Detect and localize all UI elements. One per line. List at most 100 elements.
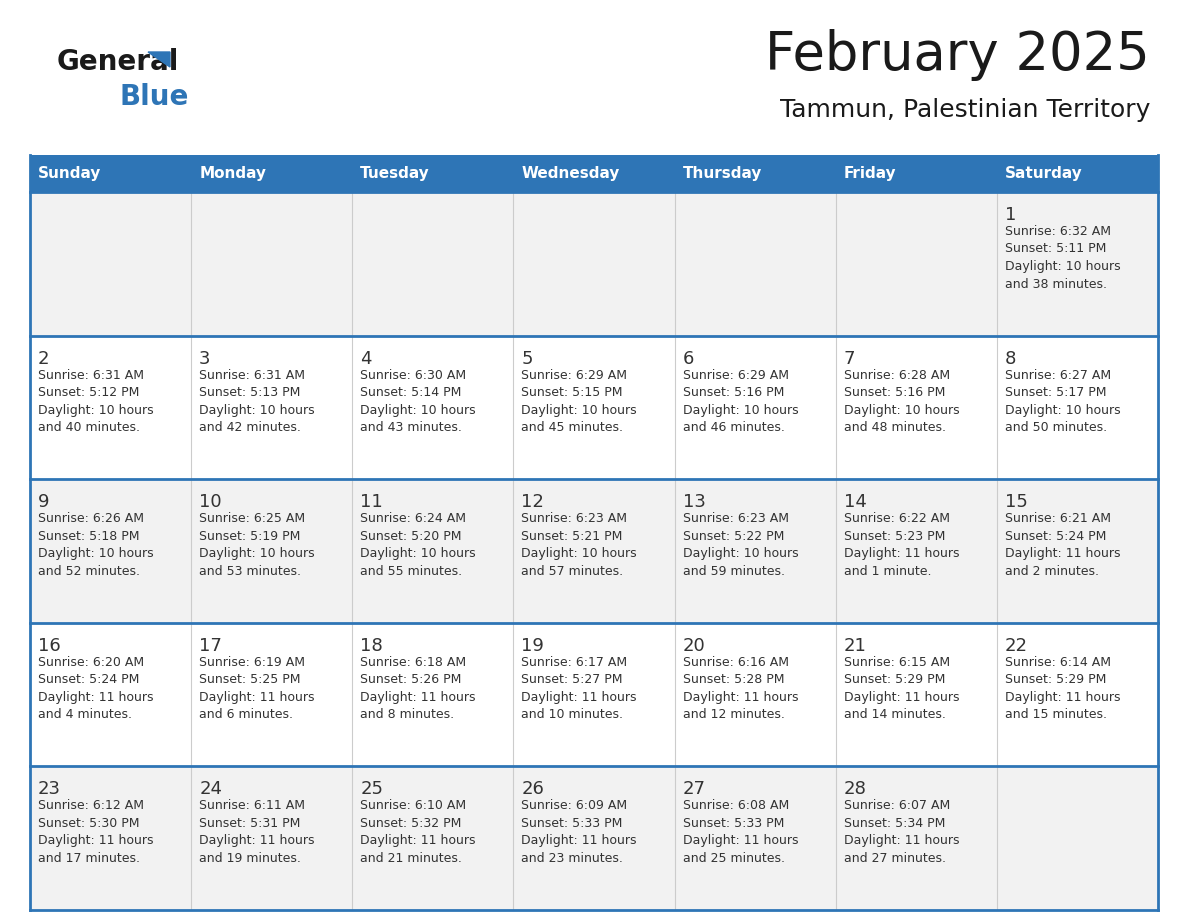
Text: Saturday: Saturday bbox=[1005, 166, 1082, 181]
Text: Daylight: 10 hours: Daylight: 10 hours bbox=[360, 547, 476, 560]
Text: Sunrise: 6:23 AM: Sunrise: 6:23 AM bbox=[522, 512, 627, 525]
Bar bbox=[30, 622, 1158, 767]
Text: Sunrise: 6:27 AM: Sunrise: 6:27 AM bbox=[1005, 369, 1111, 382]
Text: and 19 minutes.: and 19 minutes. bbox=[200, 852, 301, 865]
Text: 7: 7 bbox=[843, 350, 855, 367]
Text: Sunrise: 6:29 AM: Sunrise: 6:29 AM bbox=[522, 369, 627, 382]
Text: 21: 21 bbox=[843, 637, 866, 655]
Text: and 10 minutes.: and 10 minutes. bbox=[522, 709, 624, 722]
Text: Sunrise: 6:10 AM: Sunrise: 6:10 AM bbox=[360, 800, 467, 812]
Text: Sunrise: 6:31 AM: Sunrise: 6:31 AM bbox=[200, 369, 305, 382]
Text: and 12 minutes.: and 12 minutes. bbox=[683, 709, 784, 722]
Text: 5: 5 bbox=[522, 350, 533, 367]
Text: 27: 27 bbox=[683, 780, 706, 799]
Text: 26: 26 bbox=[522, 780, 544, 799]
Text: and 45 minutes.: and 45 minutes. bbox=[522, 421, 624, 434]
Text: Daylight: 11 hours: Daylight: 11 hours bbox=[38, 691, 153, 704]
Text: Sunset: 5:11 PM: Sunset: 5:11 PM bbox=[1005, 242, 1106, 255]
Text: Sunset: 5:23 PM: Sunset: 5:23 PM bbox=[843, 530, 946, 543]
Text: and 38 minutes.: and 38 minutes. bbox=[1005, 277, 1107, 290]
Text: Daylight: 11 hours: Daylight: 11 hours bbox=[843, 691, 959, 704]
Text: Daylight: 11 hours: Daylight: 11 hours bbox=[1005, 691, 1120, 704]
Text: Sunrise: 6:30 AM: Sunrise: 6:30 AM bbox=[360, 369, 467, 382]
Text: Daylight: 11 hours: Daylight: 11 hours bbox=[200, 691, 315, 704]
Text: Daylight: 10 hours: Daylight: 10 hours bbox=[200, 404, 315, 417]
Text: Sunset: 5:29 PM: Sunset: 5:29 PM bbox=[1005, 673, 1106, 687]
Text: Daylight: 11 hours: Daylight: 11 hours bbox=[843, 547, 959, 560]
Text: 18: 18 bbox=[360, 637, 383, 655]
Text: Sunset: 5:21 PM: Sunset: 5:21 PM bbox=[522, 530, 623, 543]
Text: 16: 16 bbox=[38, 637, 61, 655]
Text: Sunrise: 6:22 AM: Sunrise: 6:22 AM bbox=[843, 512, 949, 525]
Text: and 53 minutes.: and 53 minutes. bbox=[200, 565, 301, 577]
Text: Daylight: 10 hours: Daylight: 10 hours bbox=[683, 404, 798, 417]
Text: and 43 minutes.: and 43 minutes. bbox=[360, 421, 462, 434]
Text: Daylight: 11 hours: Daylight: 11 hours bbox=[1005, 547, 1120, 560]
Text: Sunset: 5:33 PM: Sunset: 5:33 PM bbox=[522, 817, 623, 830]
Text: Sunset: 5:24 PM: Sunset: 5:24 PM bbox=[38, 673, 139, 687]
Text: 19: 19 bbox=[522, 637, 544, 655]
Text: Sunrise: 6:08 AM: Sunrise: 6:08 AM bbox=[683, 800, 789, 812]
Text: and 25 minutes.: and 25 minutes. bbox=[683, 852, 784, 865]
Text: Sunrise: 6:18 AM: Sunrise: 6:18 AM bbox=[360, 655, 467, 669]
Text: 17: 17 bbox=[200, 637, 222, 655]
Text: 1: 1 bbox=[1005, 206, 1016, 224]
Text: Daylight: 10 hours: Daylight: 10 hours bbox=[1005, 404, 1120, 417]
Text: and 2 minutes.: and 2 minutes. bbox=[1005, 565, 1099, 577]
Text: Daylight: 11 hours: Daylight: 11 hours bbox=[200, 834, 315, 847]
Text: and 42 minutes.: and 42 minutes. bbox=[200, 421, 301, 434]
Bar bbox=[30, 155, 1158, 192]
Text: Monday: Monday bbox=[200, 166, 266, 181]
Text: Sunset: 5:25 PM: Sunset: 5:25 PM bbox=[200, 673, 301, 687]
Text: Wednesday: Wednesday bbox=[522, 166, 620, 181]
Text: Daylight: 11 hours: Daylight: 11 hours bbox=[360, 834, 475, 847]
Text: and 55 minutes.: and 55 minutes. bbox=[360, 565, 462, 577]
Text: Thursday: Thursday bbox=[683, 166, 762, 181]
Text: Daylight: 10 hours: Daylight: 10 hours bbox=[360, 404, 476, 417]
Text: and 57 minutes.: and 57 minutes. bbox=[522, 565, 624, 577]
Bar bbox=[30, 767, 1158, 910]
Text: 24: 24 bbox=[200, 780, 222, 799]
Text: and 59 minutes.: and 59 minutes. bbox=[683, 565, 784, 577]
Text: Sunset: 5:24 PM: Sunset: 5:24 PM bbox=[1005, 530, 1106, 543]
Text: Daylight: 10 hours: Daylight: 10 hours bbox=[38, 547, 153, 560]
Text: Sunrise: 6:32 AM: Sunrise: 6:32 AM bbox=[1005, 225, 1111, 238]
Text: Sunset: 5:17 PM: Sunset: 5:17 PM bbox=[1005, 386, 1106, 399]
Text: and 14 minutes.: and 14 minutes. bbox=[843, 709, 946, 722]
Text: 2: 2 bbox=[38, 350, 50, 367]
Text: Sunset: 5:31 PM: Sunset: 5:31 PM bbox=[200, 817, 301, 830]
Text: Sunset: 5:29 PM: Sunset: 5:29 PM bbox=[843, 673, 946, 687]
Text: 25: 25 bbox=[360, 780, 384, 799]
Text: 13: 13 bbox=[683, 493, 706, 511]
Text: Sunrise: 6:28 AM: Sunrise: 6:28 AM bbox=[843, 369, 950, 382]
Text: Sunset: 5:15 PM: Sunset: 5:15 PM bbox=[522, 386, 623, 399]
Text: Tuesday: Tuesday bbox=[360, 166, 430, 181]
Text: Sunrise: 6:07 AM: Sunrise: 6:07 AM bbox=[843, 800, 950, 812]
Text: and 4 minutes.: and 4 minutes. bbox=[38, 709, 132, 722]
Text: 11: 11 bbox=[360, 493, 383, 511]
Text: Daylight: 11 hours: Daylight: 11 hours bbox=[683, 834, 798, 847]
Text: February 2025: February 2025 bbox=[765, 29, 1150, 81]
Text: 6: 6 bbox=[683, 350, 694, 367]
Text: Sunrise: 6:20 AM: Sunrise: 6:20 AM bbox=[38, 655, 144, 669]
Text: Sunset: 5:32 PM: Sunset: 5:32 PM bbox=[360, 817, 462, 830]
Text: Tammun, Palestinian Territory: Tammun, Palestinian Territory bbox=[779, 98, 1150, 122]
Text: 23: 23 bbox=[38, 780, 61, 799]
Text: 8: 8 bbox=[1005, 350, 1016, 367]
Text: and 21 minutes.: and 21 minutes. bbox=[360, 852, 462, 865]
Text: and 46 minutes.: and 46 minutes. bbox=[683, 421, 784, 434]
Text: and 52 minutes.: and 52 minutes. bbox=[38, 565, 140, 577]
Text: Sunset: 5:22 PM: Sunset: 5:22 PM bbox=[683, 530, 784, 543]
Text: Sunday: Sunday bbox=[38, 166, 101, 181]
Text: and 48 minutes.: and 48 minutes. bbox=[843, 421, 946, 434]
Bar bbox=[30, 336, 1158, 479]
Text: Sunrise: 6:12 AM: Sunrise: 6:12 AM bbox=[38, 800, 144, 812]
Text: Daylight: 10 hours: Daylight: 10 hours bbox=[522, 547, 637, 560]
Text: Sunset: 5:16 PM: Sunset: 5:16 PM bbox=[683, 386, 784, 399]
Text: 20: 20 bbox=[683, 637, 706, 655]
Text: Sunset: 5:34 PM: Sunset: 5:34 PM bbox=[843, 817, 946, 830]
Text: Daylight: 11 hours: Daylight: 11 hours bbox=[522, 691, 637, 704]
Polygon shape bbox=[148, 52, 170, 67]
Text: Daylight: 11 hours: Daylight: 11 hours bbox=[843, 834, 959, 847]
Text: Daylight: 11 hours: Daylight: 11 hours bbox=[38, 834, 153, 847]
